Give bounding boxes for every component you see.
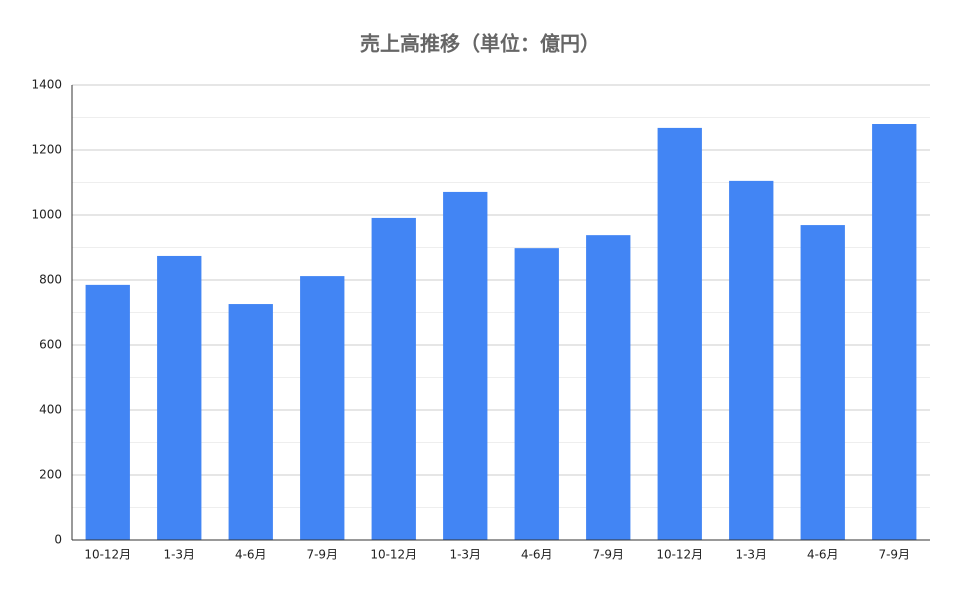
y-tick-label: 1400 <box>31 78 62 92</box>
x-tick-label: 10-12月 <box>656 548 703 562</box>
x-tick-label: 4-6月 <box>521 548 553 562</box>
x-tick-label: 7-9月 <box>306 548 338 562</box>
bar <box>300 276 345 540</box>
chart-title: 売上高推移（単位：億円） <box>360 32 600 56</box>
bar <box>729 180 774 540</box>
bar <box>872 124 917 540</box>
x-tick-label: 4-6月 <box>235 548 267 562</box>
y-tick-label: 1200 <box>31 143 62 157</box>
x-tick-label: 1-3月 <box>449 548 481 562</box>
bar <box>586 235 631 540</box>
y-tick-label: 600 <box>39 338 62 352</box>
y-tick-label: 200 <box>39 468 62 482</box>
x-tick-label: 10-12月 <box>84 548 131 562</box>
x-tick-label: 7-9月 <box>878 548 910 562</box>
x-tick-label: 1-3月 <box>735 548 767 562</box>
y-tick-label: 0 <box>54 533 62 547</box>
bar <box>228 304 273 540</box>
bar <box>657 127 702 541</box>
x-tick-label: 1-3月 <box>163 548 195 562</box>
x-tick-label: 10-12月 <box>370 548 417 562</box>
y-tick-label: 1000 <box>31 208 62 222</box>
bar <box>85 284 130 540</box>
x-tick-label: 4-6月 <box>807 548 839 562</box>
bar <box>443 191 488 541</box>
y-tick-label: 400 <box>39 403 62 417</box>
bar <box>514 248 559 540</box>
x-tick-label: 7-9月 <box>592 548 624 562</box>
bar <box>800 225 845 540</box>
y-tick-label: 800 <box>39 273 62 287</box>
bar <box>157 255 202 540</box>
bar <box>371 217 416 541</box>
